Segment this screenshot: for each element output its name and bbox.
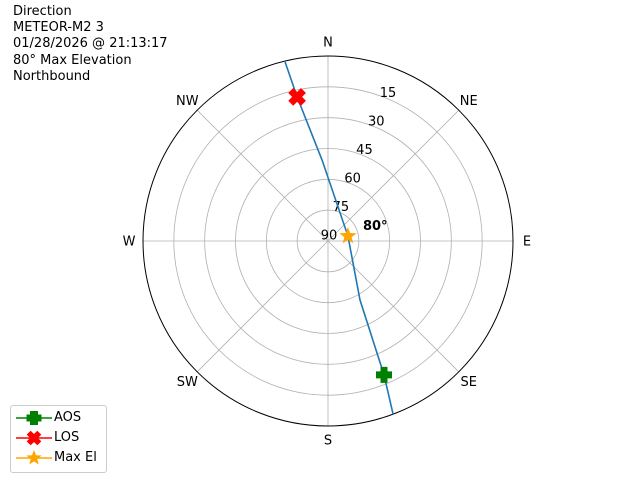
grid-spoke: [327, 109, 460, 242]
direction-label: E: [523, 235, 531, 250]
legend-item-maxel: Max El: [11, 448, 106, 468]
direction-label: NE: [460, 94, 478, 109]
legend: AOS LOS Max El: [10, 405, 107, 473]
grid-spoke: [196, 109, 329, 242]
outer-circle: [142, 55, 514, 427]
legend-item-aos: AOS: [11, 408, 106, 428]
radial-tick-label: 15: [380, 86, 397, 101]
max-el-annotation: 80°: [363, 219, 388, 234]
grid-spoke: [196, 240, 329, 373]
los-marker: [288, 88, 306, 106]
radial-tick-label: 30: [368, 115, 385, 130]
direction-label: W: [123, 235, 136, 250]
direction-label: S: [324, 434, 332, 449]
radial-tick-label: 45: [356, 143, 373, 158]
title-line: METEOR-M2 3: [13, 20, 104, 36]
title-line: 80° Max Elevation: [13, 52, 132, 68]
radial-tick-label: 60: [344, 172, 361, 187]
direction-label: SW: [177, 375, 198, 390]
direction-label: SE: [460, 375, 476, 390]
title-line: Northbound: [13, 68, 91, 84]
title-line: 01/28/2026 @ 21:13:17: [13, 36, 168, 52]
legend-item-los: LOS: [11, 428, 106, 448]
direction-label: NW: [176, 94, 199, 109]
radial-tick-label: 90: [321, 229, 338, 244]
aos-marker: [376, 366, 393, 383]
title-line: Direction: [13, 4, 72, 19]
max-el-marker: [339, 227, 357, 244]
chart-title: Direction METEOR-M2 3 01/28/2026 @ 21:13…: [13, 4, 168, 85]
direction-label: N: [323, 36, 333, 51]
grid-spoke: [327, 240, 460, 373]
